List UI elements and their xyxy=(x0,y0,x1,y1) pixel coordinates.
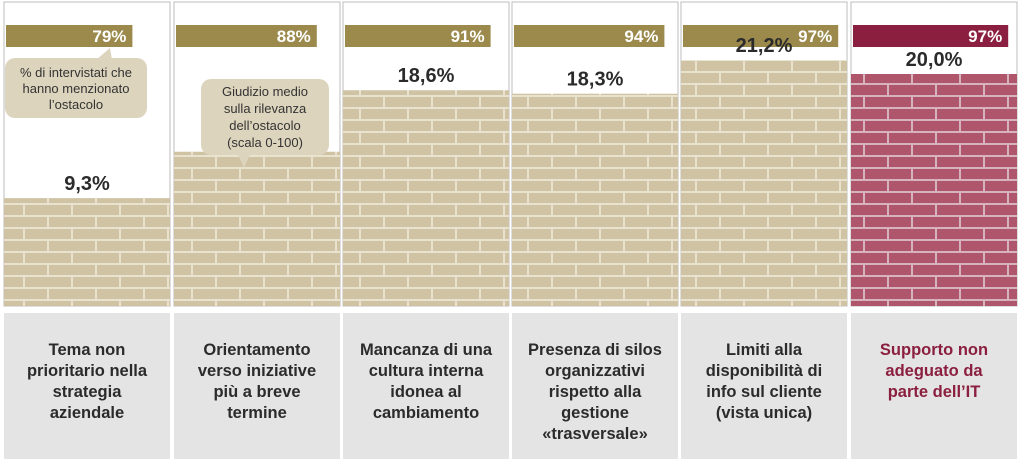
category-label-bg xyxy=(4,313,170,459)
relevance-wall-bar xyxy=(343,90,509,307)
category-label-bg xyxy=(174,313,340,459)
relevance-wall-bar xyxy=(512,93,678,306)
mentions-value-label: 97% xyxy=(968,27,1002,46)
mentions-bar xyxy=(6,25,133,47)
category-label: Limiti alla disponibilità di info sul clie… xyxy=(706,341,822,422)
callout-relevance: Giudizio medio sulla rilevanza dell’ostaco… xyxy=(201,79,329,168)
category-label: Presenza di silos organizzativi rispetto a… xyxy=(528,341,662,443)
relevance-wall-bar xyxy=(681,60,847,306)
relevance-wall-bar xyxy=(4,198,170,306)
callout-mentions: % di intervistati che hanno menzionato l’o… xyxy=(5,48,147,118)
mentions-value-label: 94% xyxy=(624,27,658,46)
mentions-value-label: 79% xyxy=(92,27,126,46)
mentions-value-label: 97% xyxy=(798,27,832,46)
mentions-bar xyxy=(853,25,1009,47)
relevance-value-label: 9,3% xyxy=(64,173,110,195)
category-label: Supporto non adeguato da parte dell’IT xyxy=(880,341,988,401)
category-label: Orientamento verso iniziative più a breve t… xyxy=(198,341,316,422)
mentions-bar xyxy=(345,25,491,47)
relevance-value-label: 21,2% xyxy=(736,35,793,57)
category-label: Mancanza di una cultura interna idonea al c… xyxy=(360,341,493,422)
category-label-bg xyxy=(343,313,509,459)
relevance-value-label: 20,0% xyxy=(906,49,963,71)
category-label-bg xyxy=(512,313,678,459)
relevance-wall-bar xyxy=(174,151,340,306)
mentions-value-label: 91% xyxy=(451,27,485,46)
category-label: Tema non prioritario nella strategia aziend… xyxy=(27,341,148,422)
relevance-value-label: 18,6% xyxy=(398,65,455,87)
mentions-value-label: 88% xyxy=(277,27,311,46)
category-label-bg xyxy=(681,313,847,459)
mentions-bar xyxy=(683,25,839,47)
mentions-bar xyxy=(514,25,665,47)
relevance-value-label: 18,3% xyxy=(567,69,624,91)
mentions-bar xyxy=(176,25,317,47)
category-label-bg xyxy=(851,313,1017,459)
relevance-wall-bar xyxy=(851,74,1017,306)
